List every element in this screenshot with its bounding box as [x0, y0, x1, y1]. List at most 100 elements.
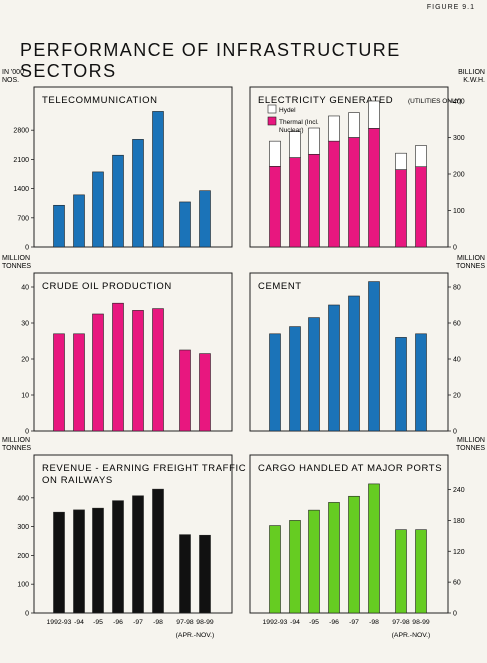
unit-label: MILLION: [457, 437, 485, 444]
y-tick-label: 20: [453, 393, 461, 400]
y-tick-label: 0: [453, 611, 457, 618]
bar: [348, 495, 360, 614]
y-tick-label: 100: [453, 208, 465, 215]
y-tick-label: 240: [453, 487, 465, 494]
bar: [152, 111, 164, 248]
y-tick-label: 1400: [13, 186, 29, 193]
y-tick-label: 300: [453, 135, 465, 142]
y-tick-label: 200: [17, 553, 29, 560]
chart-title: REVENUE - EARNING FREIGHT TRAFFIC: [42, 463, 246, 474]
chart-title: CRUDE OIL PRODUCTION: [42, 281, 172, 292]
bar: [152, 488, 164, 614]
x-tick-label: -94: [290, 619, 300, 626]
bar-hydel: [289, 131, 301, 158]
y-tick-label: 0: [25, 245, 29, 252]
bar: [53, 204, 65, 248]
bar: [179, 349, 191, 432]
bar: [269, 333, 281, 432]
bar: [73, 194, 85, 248]
bar-hydel: [395, 152, 407, 170]
unit-label: MILLION: [457, 255, 485, 262]
figure-label: FIGURE 9.1: [426, 4, 475, 11]
unit-label: TONNES: [2, 263, 31, 270]
bar: [132, 495, 144, 614]
unit-label: MILLION: [2, 437, 30, 444]
bar: [73, 333, 85, 432]
bar: [132, 310, 144, 432]
chart-title: TELECOMMUNICATION: [42, 95, 158, 106]
bar: [112, 500, 124, 614]
unit-label: TONNES: [456, 445, 485, 452]
y-tick-label: 40: [21, 285, 29, 292]
bar-thermal: [289, 157, 301, 248]
y-tick-label: 120: [453, 549, 465, 556]
legend-swatch-thermal: [267, 116, 277, 126]
bar: [395, 529, 407, 614]
chart-title-suffix: (UTILITIES ONLY): [408, 98, 462, 105]
bar: [132, 139, 144, 248]
chart-title: CARGO HANDLED AT MAJOR PORTS: [258, 463, 442, 474]
bar: [328, 304, 340, 432]
bar: [308, 509, 320, 614]
bar: [348, 295, 360, 432]
y-tick-label: 10: [21, 393, 29, 400]
unit-label: TONNES: [456, 263, 485, 270]
y-tick-label: 2800: [13, 128, 29, 135]
x-tick-label: 1992-93: [47, 619, 72, 626]
x-note: (APR.-NOV.): [176, 632, 215, 639]
bar-hydel: [269, 140, 281, 167]
y-tick-label: 300: [17, 524, 29, 531]
y-tick-label: 180: [453, 518, 465, 525]
bar: [179, 534, 191, 614]
bar: [415, 333, 427, 432]
bar: [112, 154, 124, 248]
bar: [289, 326, 301, 432]
y-tick-label: 0: [25, 611, 29, 618]
bar: [179, 201, 191, 248]
bar-hydel: [368, 100, 380, 129]
y-tick-label: 30: [21, 321, 29, 328]
bar: [92, 313, 104, 432]
bar: [199, 534, 211, 614]
x-tick-label: -97: [133, 619, 143, 626]
x-note: (APR.-NOV.): [392, 632, 431, 639]
y-tick-label: 200: [453, 172, 465, 179]
bar-hydel: [328, 115, 340, 142]
x-tick-label: -94: [74, 619, 84, 626]
x-tick-label: 97-98: [176, 619, 194, 626]
legend-swatch-hydel: [267, 104, 277, 114]
bar-thermal: [328, 140, 340, 248]
y-tick-label: 60: [453, 321, 461, 328]
bar-thermal: [269, 166, 281, 248]
x-tick-label: -96: [329, 619, 339, 626]
y-tick-label: 100: [17, 582, 29, 589]
unit-label: TONNES: [2, 445, 31, 452]
x-tick-label: 97-98: [392, 619, 410, 626]
bar: [328, 502, 340, 614]
x-tick-label: -95: [93, 619, 103, 626]
y-tick-label: 0: [453, 245, 457, 252]
bar: [199, 353, 211, 432]
x-tick-label: 98-99: [412, 619, 430, 626]
bar-hydel: [348, 112, 360, 138]
unit-label: BILLION: [458, 69, 485, 76]
bar-thermal: [395, 169, 407, 248]
bar: [269, 525, 281, 614]
bar: [53, 333, 65, 432]
unit-label: NOS.: [2, 77, 19, 84]
bar: [415, 529, 427, 614]
bar-thermal: [308, 153, 320, 248]
bar: [368, 281, 380, 432]
bar: [112, 302, 124, 432]
bar: [289, 520, 301, 614]
bar-hydel: [308, 127, 320, 155]
x-tick-label: -96: [113, 619, 123, 626]
bar-hydel: [415, 145, 427, 167]
bar: [152, 308, 164, 432]
chart-title: CEMENT: [258, 281, 302, 292]
x-tick-label: -98: [369, 619, 379, 626]
y-tick-label: 400: [453, 99, 465, 106]
bar-thermal: [348, 137, 360, 248]
bar: [368, 483, 380, 614]
